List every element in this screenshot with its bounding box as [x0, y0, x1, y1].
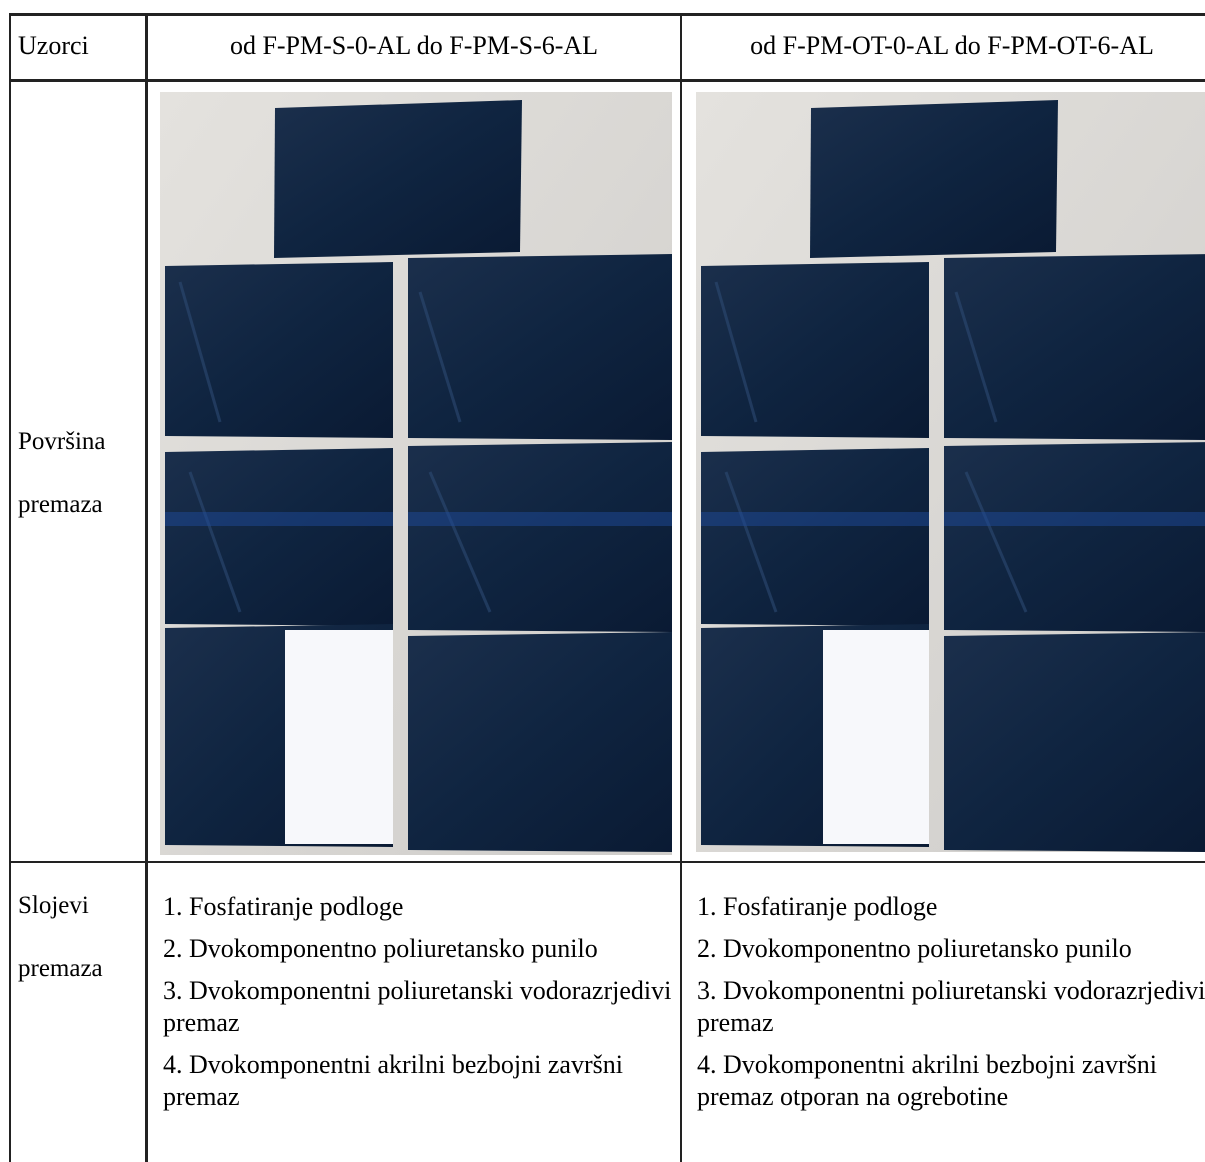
table-border: [145, 13, 148, 1162]
table-border: [680, 13, 682, 1162]
layer-item: 4. Dvokomponentni akrilni bezbojni završ…: [163, 1050, 623, 1111]
sample-panel: [944, 632, 1205, 852]
reflection: [418, 291, 462, 423]
sample-panel-white: [285, 630, 393, 844]
layer-item: 2. Dvokomponentno poliuretansko punilo: [163, 934, 598, 963]
sample-panel: [810, 100, 1058, 258]
sample-panel: [944, 254, 1205, 440]
sample-panel: [944, 442, 1205, 632]
table-border: [9, 13, 11, 1162]
reflection: [954, 291, 998, 423]
sample-panel: [165, 262, 393, 438]
layer-item: 1. Fosfatiranje podloge: [163, 892, 404, 921]
sample-panel: [701, 448, 929, 626]
header-cell: od F-PM-S-0-AL do F-PM-S-6-AL: [229, 31, 599, 60]
reflection: [188, 471, 242, 613]
photo: [160, 92, 672, 855]
sample-panel: [408, 442, 672, 632]
reflection: [964, 471, 1028, 613]
sample-panel-white: [823, 630, 929, 844]
sample-panel: [408, 632, 672, 852]
reflection: [724, 471, 778, 613]
header-cell: od F-PM-OT-0-AL do F-PM-OT-6-AL: [750, 31, 1154, 60]
layer-list: 1. Fosfatiranje podloge 2. Dvokomponentno…: [697, 891, 1205, 1123]
table-border: [10, 861, 1205, 863]
header-cell: Uzorci: [18, 31, 89, 60]
table-border: [10, 13, 1205, 16]
reflection: [178, 281, 222, 423]
photo: [696, 92, 1205, 852]
reflection: [428, 471, 492, 613]
reflection: [944, 512, 1205, 526]
row-label: Slojevi premaza: [18, 892, 103, 982]
layer-item: 3. Dvokomponentni poliuretanski vodorazr…: [163, 976, 672, 1037]
layer-item: 2. Dvokomponentno poliuretansko punilo: [697, 934, 1132, 963]
layer-item: 4. Dvokomponentni akrilni bezbojni završ…: [697, 1050, 1157, 1111]
reflection: [408, 512, 672, 526]
row-label: Površina premaza: [18, 428, 106, 518]
sample-panel: [701, 262, 929, 438]
layer-item: 1. Fosfatiranje podloge: [697, 892, 938, 921]
reflection: [714, 281, 758, 423]
sample-panel: [408, 254, 672, 440]
reflection: [165, 512, 393, 526]
sample-panel: [165, 448, 393, 626]
sample-panel: [274, 100, 522, 258]
layer-item: 3. Dvokomponentni poliuretanski vodorazr…: [697, 976, 1205, 1037]
layer-list: 1. Fosfatiranje podloge 2. Dvokomponentno…: [163, 891, 673, 1123]
table-border: [10, 79, 1205, 82]
reflection: [701, 512, 929, 526]
